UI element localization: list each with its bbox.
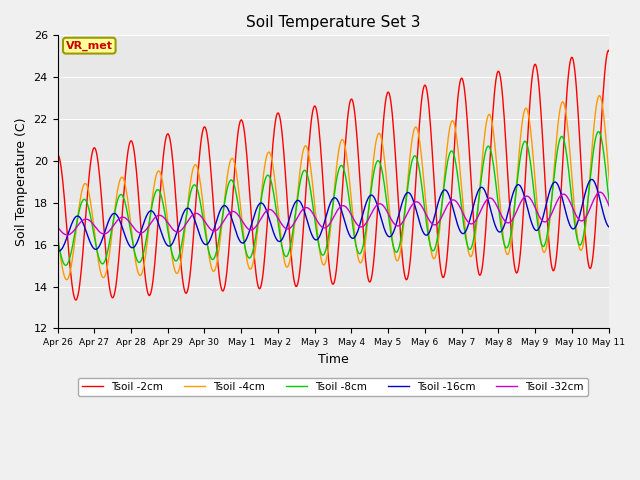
Tsoil -4cm (63, 277, 70, 283)
Tsoil -16cm (260, 203, 268, 209)
Tsoil -16cm (625, 174, 632, 180)
Tsoil -8cm (283, 253, 291, 259)
Tsoil -2cm (72, 297, 80, 303)
Tsoil -8cm (446, 150, 454, 156)
Line: Tsoil -2cm: Tsoil -2cm (58, 43, 640, 300)
Tsoil -2cm (54, 152, 61, 157)
Tsoil -32cm (283, 226, 291, 232)
Tsoil -16cm (124, 239, 131, 244)
Line: Tsoil -4cm: Tsoil -4cm (58, 89, 640, 280)
Tsoil -4cm (283, 264, 291, 270)
Line: Tsoil -8cm: Tsoil -8cm (58, 127, 640, 265)
Tsoil -32cm (54, 224, 61, 230)
Tsoil -16cm (446, 195, 454, 201)
Tsoil -4cm (260, 165, 268, 171)
Tsoil -32cm (63, 232, 71, 238)
Tsoil -4cm (413, 125, 420, 131)
Tsoil -16cm (55, 248, 63, 254)
X-axis label: Time: Time (317, 353, 348, 366)
Tsoil -32cm (633, 187, 640, 193)
Tsoil -32cm (232, 209, 239, 215)
Tsoil -4cm (632, 86, 640, 92)
Line: Tsoil -16cm: Tsoil -16cm (58, 177, 640, 251)
Tsoil -8cm (413, 156, 420, 162)
Tsoil -16cm (232, 227, 239, 233)
Tsoil -2cm (232, 157, 239, 163)
Tsoil -16cm (283, 225, 291, 231)
Tsoil -32cm (413, 199, 420, 205)
Tsoil -4cm (232, 164, 239, 169)
Tsoil -32cm (124, 216, 131, 222)
Tsoil -8cm (260, 180, 268, 185)
Tsoil -2cm (283, 189, 291, 195)
Tsoil -4cm (54, 231, 61, 237)
Tsoil -8cm (232, 186, 239, 192)
Tsoil -2cm (413, 160, 420, 166)
Tsoil -4cm (446, 125, 454, 131)
Y-axis label: Soil Temperature (C): Soil Temperature (C) (15, 118, 28, 246)
Line: Tsoil -32cm: Tsoil -32cm (58, 190, 640, 235)
Title: Soil Temperature Set 3: Soil Temperature Set 3 (246, 15, 420, 30)
Tsoil -4cm (124, 193, 131, 199)
Tsoil -8cm (62, 263, 70, 268)
Tsoil -32cm (260, 210, 268, 216)
Tsoil -2cm (124, 154, 131, 160)
Tsoil -16cm (54, 248, 61, 253)
Tsoil -2cm (446, 217, 454, 223)
Tsoil -8cm (124, 209, 131, 215)
Tsoil -32cm (446, 199, 454, 205)
Tsoil -16cm (413, 210, 420, 216)
Legend: Tsoil -2cm, Tsoil -4cm, Tsoil -8cm, Tsoil -16cm, Tsoil -32cm: Tsoil -2cm, Tsoil -4cm, Tsoil -8cm, Tsoi… (78, 378, 588, 396)
Tsoil -8cm (632, 124, 639, 130)
Text: VR_met: VR_met (66, 40, 113, 51)
Tsoil -2cm (260, 257, 268, 263)
Tsoil -8cm (54, 236, 61, 242)
